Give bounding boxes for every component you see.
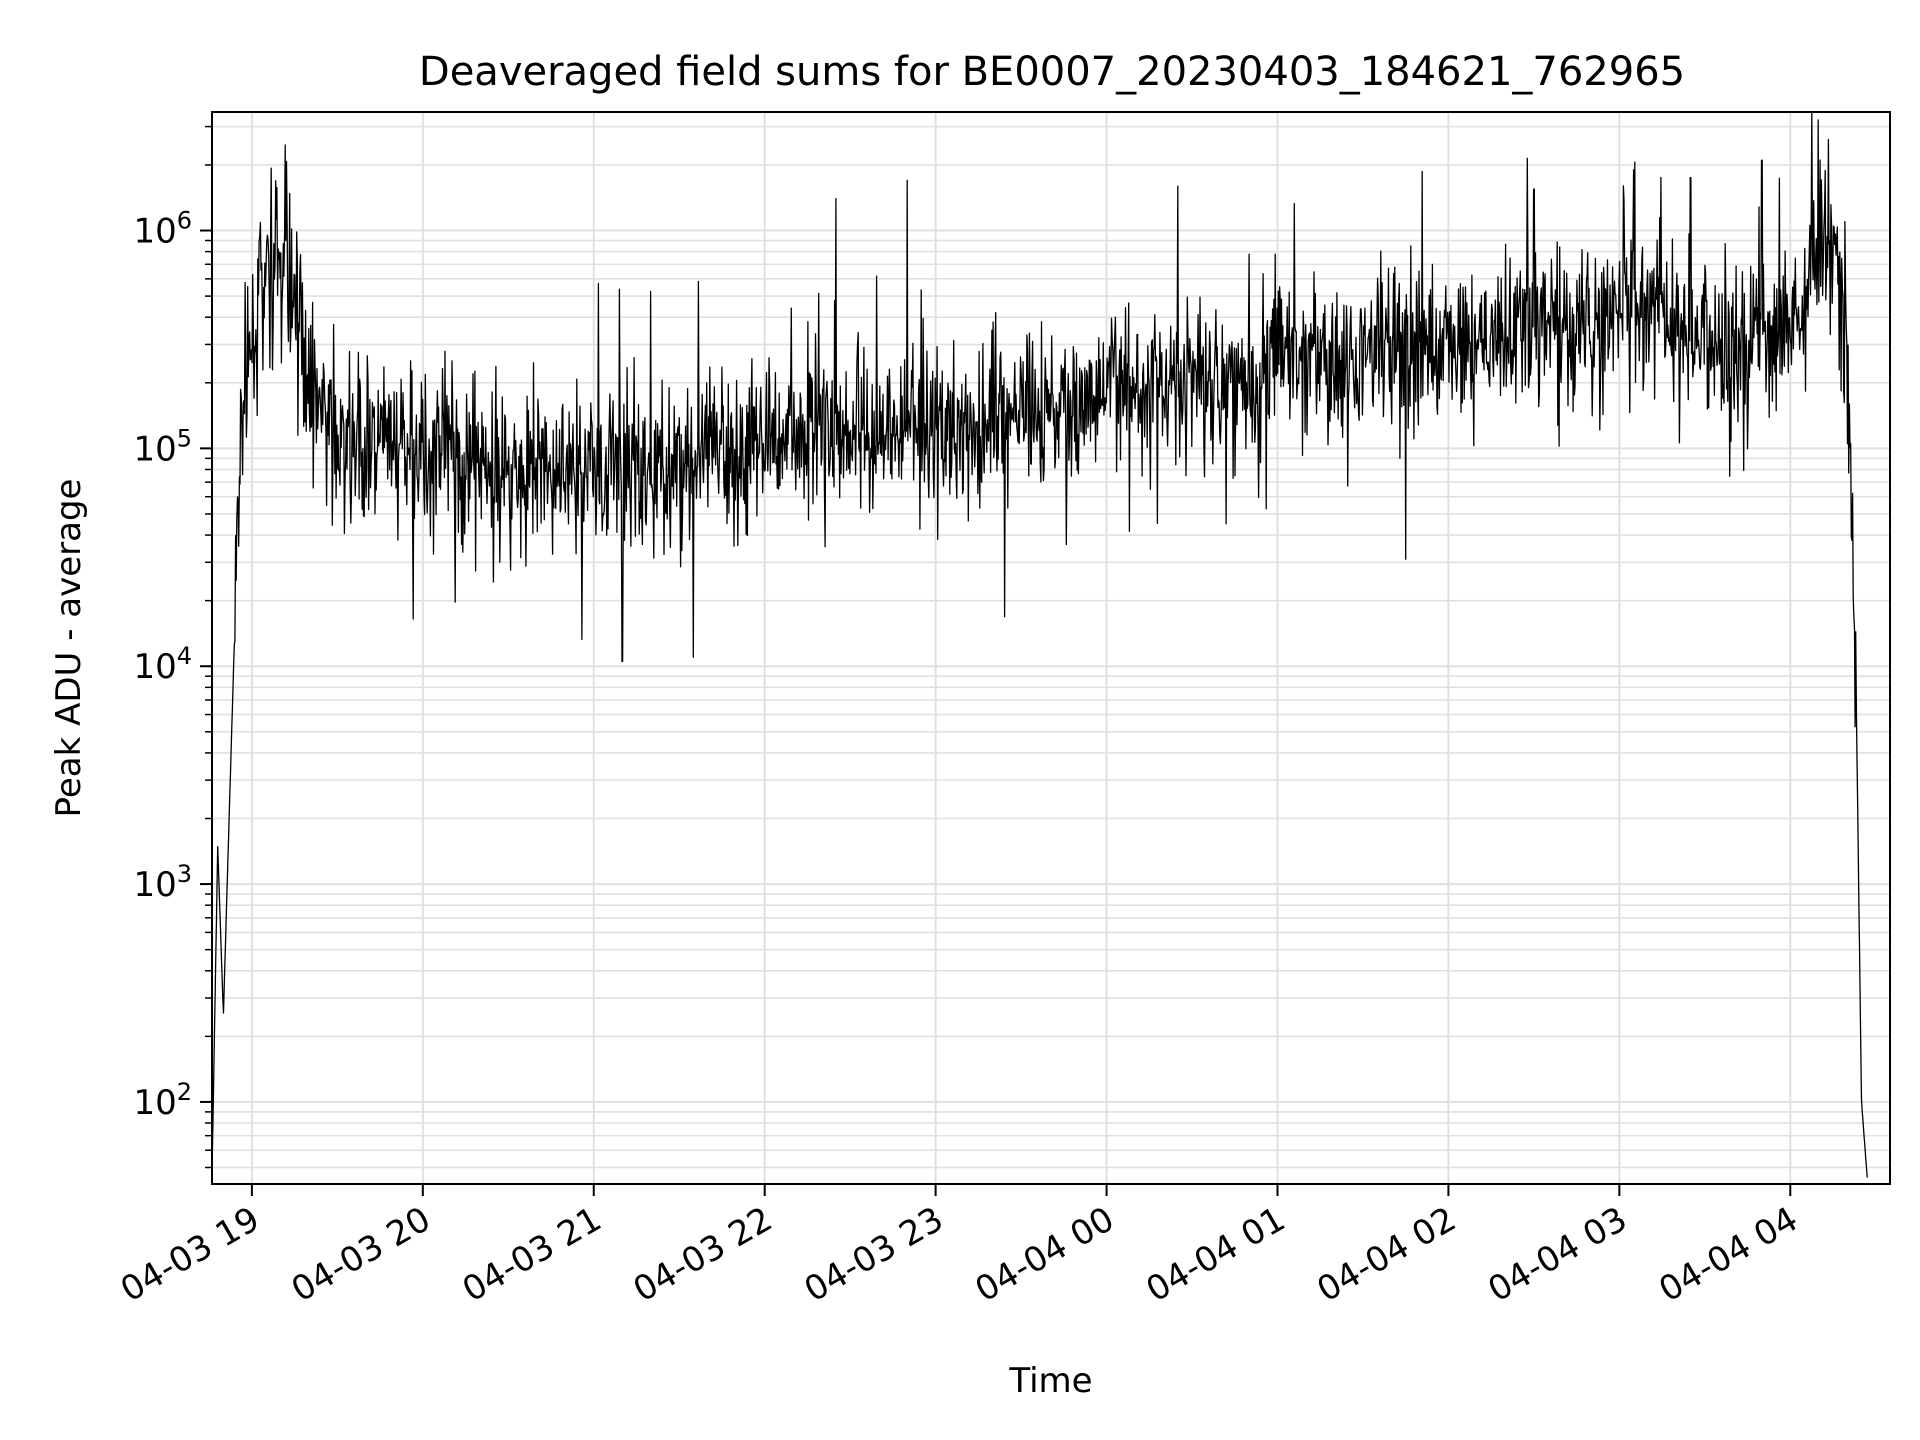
plot-frame (211, 111, 1891, 1185)
chart-title: Deaveraged field sums for BE0007_2023040… (419, 49, 1685, 95)
series-line (211, 111, 1868, 1178)
y-axis-label: Peak ADU - average (49, 479, 89, 818)
x-axis-label: Time (1008, 1361, 1092, 1401)
grid-layer (212, 112, 1890, 1184)
series-layer (211, 111, 1868, 1178)
